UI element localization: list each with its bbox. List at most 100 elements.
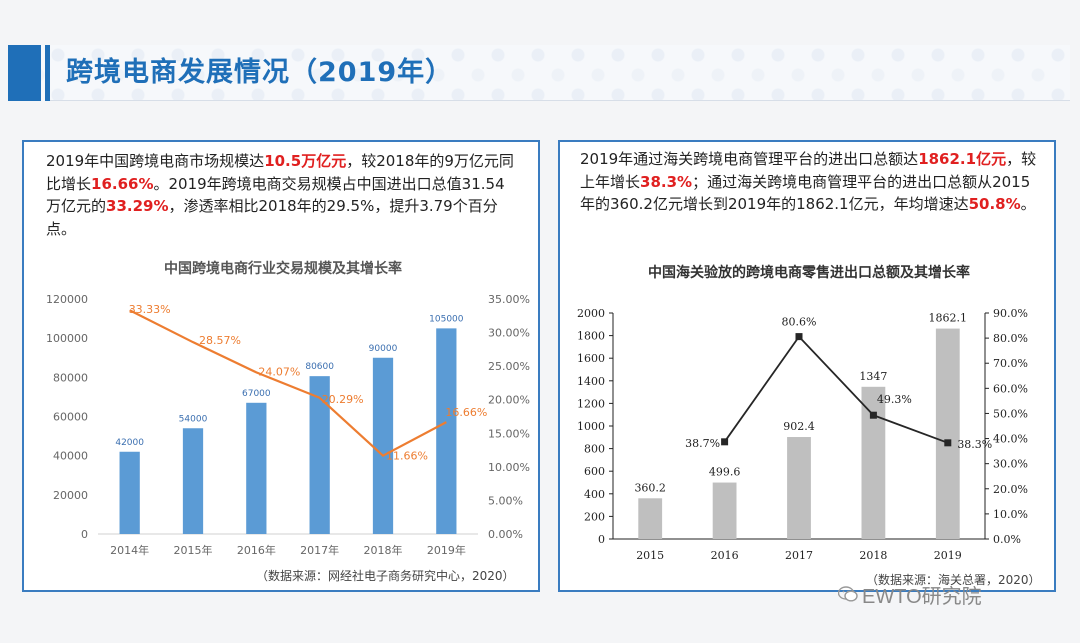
y-tick-label: 120000: [46, 293, 88, 306]
y2-tick-label: 30.0%: [993, 458, 1028, 471]
line-data-label: 80.6%: [782, 316, 817, 329]
x-tick-label: 2019年: [427, 543, 466, 557]
bar: [861, 386, 886, 539]
right-panel: 2019年通过海关跨境电商管理平台的进出口总额达1862.1亿元，较上年增长38…: [558, 140, 1056, 592]
left-source-note: （数据来源：网经社电子商务研究中心，2020）: [256, 569, 515, 583]
bar-data-label: 902.4: [783, 420, 815, 433]
bar-data-label: 54000: [179, 414, 208, 424]
left-summary-text-run: 2019年中国跨境电商市场规模达: [46, 152, 265, 170]
line-data-label: 49.3%: [877, 393, 912, 406]
y-tick-label: 1800: [577, 330, 605, 343]
growth-rate-line: [129, 309, 447, 458]
x-tick-label: 2017年: [300, 543, 339, 557]
header-band: [8, 45, 1070, 101]
y-tick-label: 100000: [46, 332, 88, 345]
right-source-note: （数据来源：海关总署，2020）: [866, 573, 1041, 587]
bar-data-label: 67000: [242, 389, 271, 399]
y2-tick-label: 90.0%: [993, 307, 1028, 320]
line-data-label: 28.57%: [199, 334, 241, 347]
left-summary-text-run: ，渗透率相比2018年的29.5%，提升3.79个百分点。: [46, 197, 498, 238]
y-tick-label: 800: [584, 443, 605, 456]
line-marker: [721, 438, 729, 446]
y-tick-label: 1200: [577, 397, 605, 410]
bar-data-label: 1347: [859, 370, 887, 383]
left-summary-text: 2019年中国跨境电商市场规模达10.5万亿元，较2018年的9万亿元同比增长1…: [46, 150, 516, 240]
y2-tick-label: 0.00%: [488, 528, 523, 541]
x-tick-label: 2015年: [174, 543, 213, 557]
y-tick-label: 0: [81, 528, 88, 541]
right-summary-highlight: 1862.1亿元: [918, 150, 1007, 168]
bar: [372, 357, 394, 534]
y2-tick-label: 20.0%: [993, 483, 1028, 496]
bar-data-label: 80600: [305, 362, 334, 372]
bar-data-label: 360.2: [634, 481, 666, 494]
y-tick-label: 0: [598, 533, 605, 546]
x-tick-label: 2016年: [237, 543, 276, 557]
y2-tick-label: 40.0%: [993, 433, 1028, 446]
x-tick-label: 2017: [785, 549, 813, 562]
left-chart: 0 20000 40000 60000 80000 100000 120000 0.00% 5.…: [46, 293, 530, 557]
y2-tick-label: 70.0%: [993, 357, 1028, 370]
line-data-label: 24.07%: [258, 365, 300, 378]
y-tick-label: 200: [584, 510, 605, 523]
line-data-label: 38.3%: [957, 438, 992, 451]
header-divider: [50, 100, 1070, 101]
right-chart: 0 200 400 600 800 1000 1200 1400 1600 1800 2000 0.0…: [577, 307, 1028, 562]
right-summary-text-run: 2019年通过海关跨境电商管理平台的进出口总额达: [580, 150, 919, 168]
y-tick-label: 1600: [577, 352, 605, 365]
right-summary-highlight: 38.3%: [640, 172, 693, 191]
line-data-label: 11.66%: [386, 450, 428, 463]
left-summary-highlight: 33.29%: [106, 197, 169, 215]
line-data-label: 20.29%: [322, 393, 364, 406]
y-tick-label: 1400: [577, 375, 605, 388]
line-marker: [869, 411, 877, 419]
bar-data-label: 499.6: [709, 466, 741, 479]
y-tick-label: 20000: [53, 489, 88, 502]
x-tick-label: 2018年: [364, 543, 403, 557]
x-tick-label: 2019: [934, 549, 962, 562]
y-tick-label: 2000: [577, 307, 605, 320]
line-data-label: 33.33%: [129, 303, 171, 316]
y2-tick-label: 15.00%: [488, 427, 530, 440]
right-summary-text-run: 。: [1020, 195, 1036, 213]
y2-tick-label: 35.00%: [488, 293, 530, 306]
bar: [309, 376, 330, 534]
left-chart-title: 中国跨境电商行业交易规模及其增长率: [164, 261, 402, 277]
y-tick-label: 80000: [53, 371, 88, 384]
right-summary-text: 2019年通过海关跨境电商管理平台的进出口总额达1862.1亿元，较上年增长38…: [580, 148, 1042, 216]
y2-tick-label: 30.00%: [488, 327, 530, 340]
y-tick-label: 40000: [53, 450, 88, 463]
y2-tick-label: 20.00%: [488, 394, 530, 407]
bar: [436, 328, 457, 534]
y2-tick-label: 80.0%: [993, 332, 1028, 345]
bar: [787, 437, 811, 539]
left-panel: 2019年中国跨境电商市场规模达10.5万亿元，较2018年的9万亿元同比增长1…: [22, 140, 540, 592]
bar: [712, 482, 737, 539]
bar: [638, 498, 663, 539]
line-data-label: 38.7%: [685, 437, 720, 450]
y2-tick-label: 10.0%: [993, 508, 1028, 521]
y-tick-label: 400: [584, 488, 605, 501]
y-tick-label: 1000: [577, 420, 605, 433]
x-tick-label: 2015: [636, 549, 664, 562]
x-tick-label: 2014年: [110, 543, 149, 557]
bar-data-label: 105000: [429, 314, 464, 324]
x-tick-label: 2016: [711, 549, 739, 562]
left-summary-text-run: ，较2018年的9万亿元同比增长: [46, 152, 514, 193]
line-marker: [795, 333, 803, 341]
left-summary-highlight: 16.66%: [91, 174, 154, 193]
left-summary-text-run: 。2019年跨境电商交易规模占中国进出口总值31.54万亿元的: [46, 174, 505, 216]
watermark-text: EWTO研究院: [862, 586, 982, 608]
header-accent-stripe: [45, 45, 50, 101]
bar: [182, 428, 204, 534]
bar-data-label: 1862.1: [929, 312, 968, 325]
x-tick-label: 2018: [859, 549, 887, 562]
line-data-label: 16.66%: [445, 406, 487, 419]
bar-data-label: 42000: [115, 438, 144, 448]
y2-tick-label: 0.0%: [993, 533, 1021, 546]
y2-tick-label: 5.00%: [488, 494, 523, 507]
left-summary-highlight: 10.5万亿元: [264, 152, 347, 170]
y2-tick-label: 50.0%: [993, 407, 1028, 420]
page-title: 跨境电商发展情况（2019年）: [66, 57, 454, 88]
bar-data-label: 90000: [369, 344, 398, 354]
